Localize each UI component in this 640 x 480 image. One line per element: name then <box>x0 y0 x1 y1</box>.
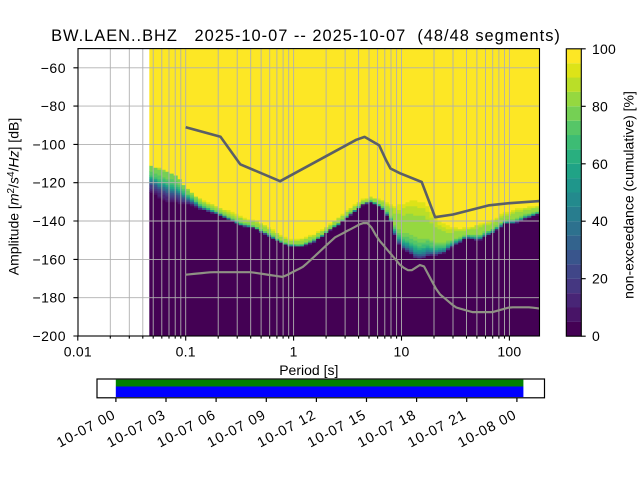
svg-text:10: 10 <box>394 343 410 359</box>
svg-text:40: 40 <box>592 213 608 229</box>
svg-text:−80: −80 <box>41 98 66 114</box>
svg-text:20: 20 <box>592 271 608 287</box>
svg-text:−160: −160 <box>32 251 66 267</box>
svg-text:100: 100 <box>592 41 616 57</box>
svg-text:−140: −140 <box>32 213 66 229</box>
svg-text:BW.LAEN..BHZ 2025-10-07 -- 2: BW.LAEN..BHZ 2025-10-07 -- 2025-10-07 (4… <box>51 27 561 45</box>
svg-text:−120: −120 <box>32 175 66 191</box>
svg-text:0.1: 0.1 <box>176 343 196 359</box>
svg-text:non-exceedance (cumulative) [%: non-exceedance (cumulative) [%] <box>621 91 637 299</box>
svg-text:−200: −200 <box>32 328 66 344</box>
svg-text:0.01: 0.01 <box>64 343 92 359</box>
svg-text:0: 0 <box>592 328 600 344</box>
svg-text:100: 100 <box>497 343 521 359</box>
svg-text:−180: −180 <box>32 290 66 306</box>
svg-text:−100: −100 <box>32 136 66 152</box>
svg-text:Period [s]: Period [s] <box>279 362 338 378</box>
svg-text:80: 80 <box>592 98 608 114</box>
svg-text:Amplitude [m2/s4/Hz] [dB]: Amplitude [m2/s4/Hz] [dB] <box>6 118 22 275</box>
svg-text:1: 1 <box>290 343 298 359</box>
svg-text:60: 60 <box>592 156 608 172</box>
svg-text:−60: −60 <box>41 60 66 76</box>
